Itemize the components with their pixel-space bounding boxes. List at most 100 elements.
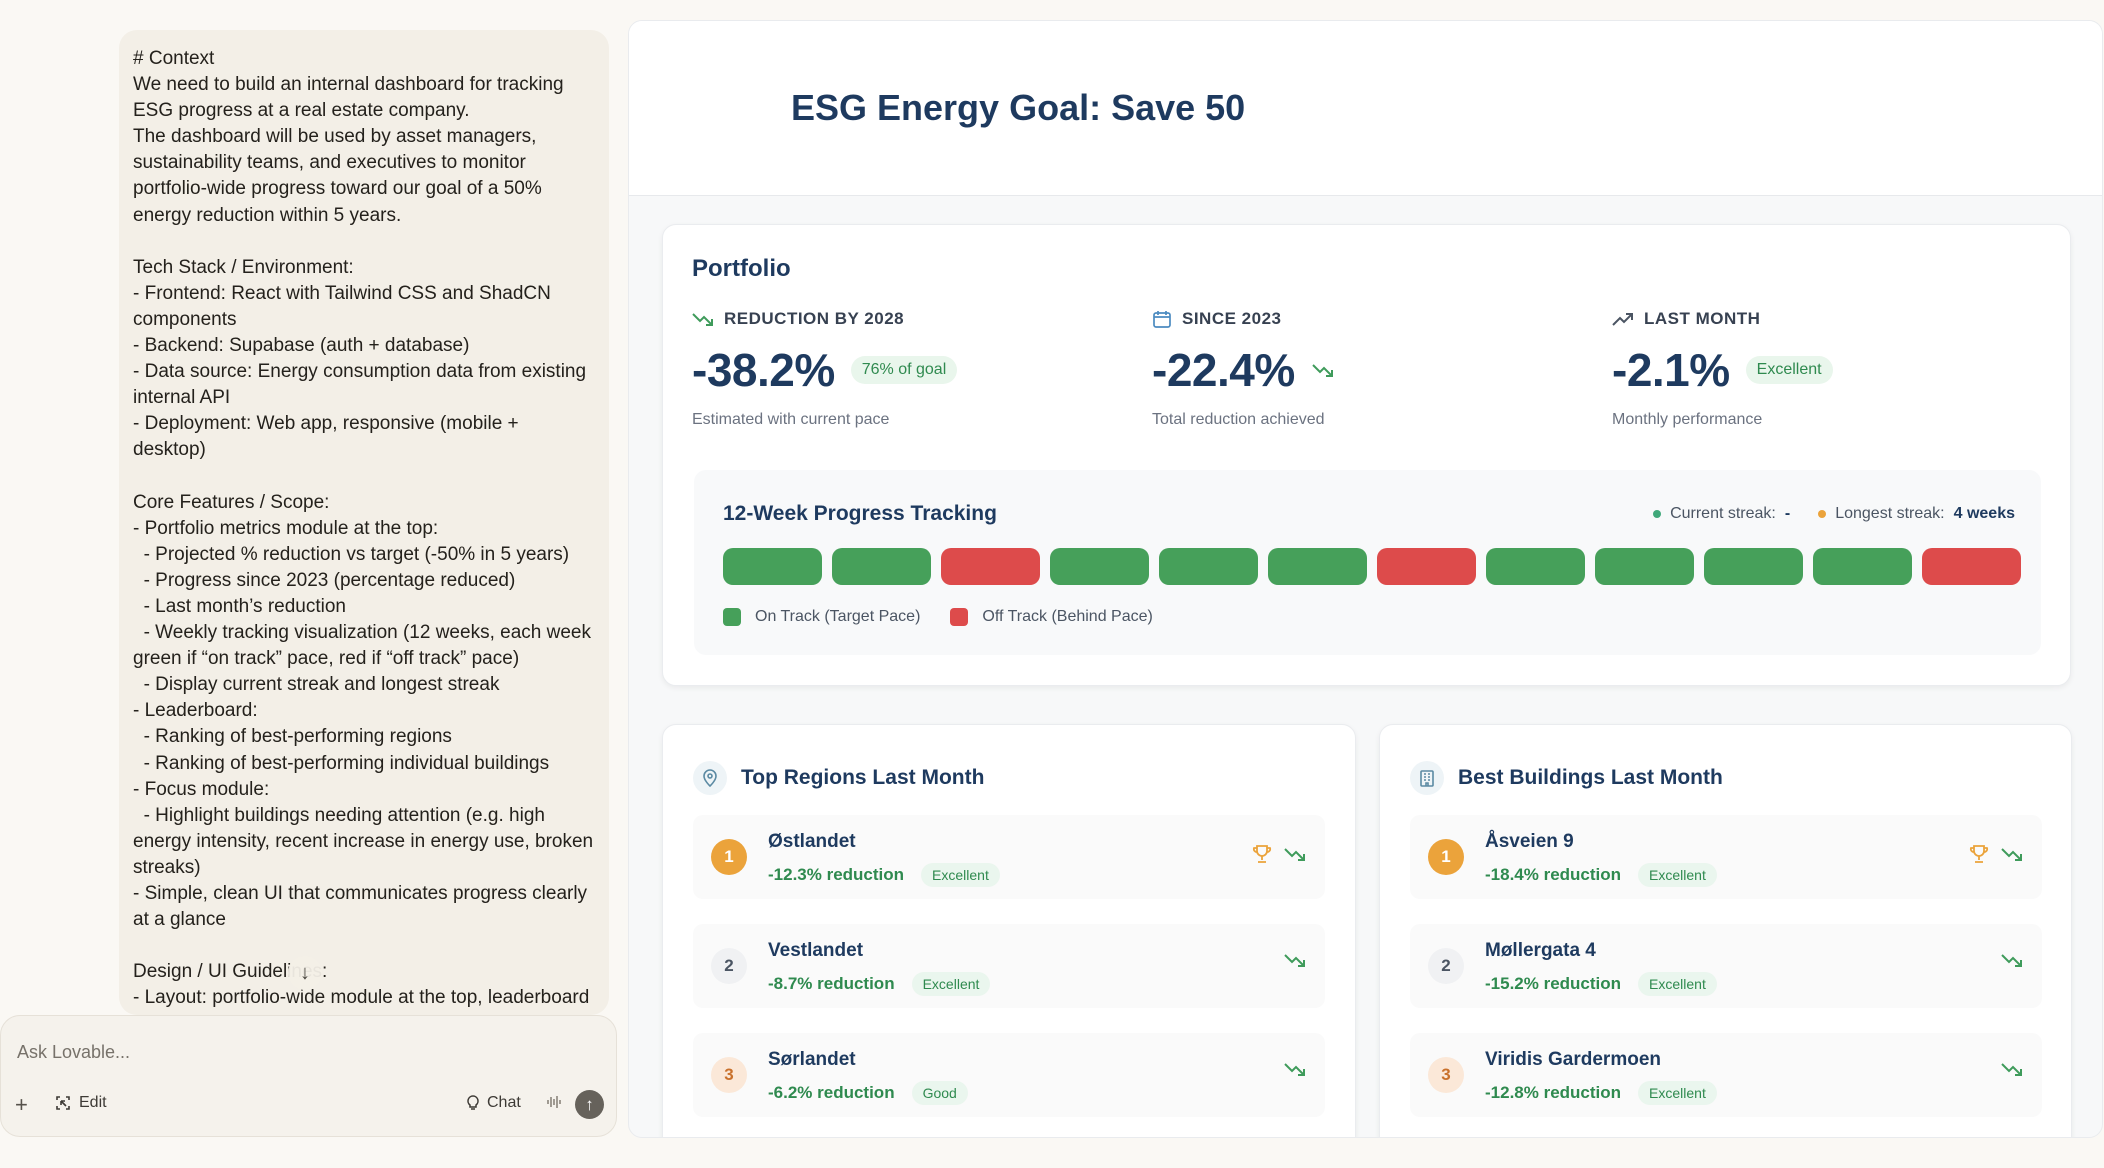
item-name: Møllergata 4 — [1485, 940, 1596, 961]
week-bar-4-on-track[interactable] — [1050, 548, 1149, 585]
metric-value: -22.4% — [1152, 344, 1295, 396]
longest-streak: Longest streak: 4 weeks — [1818, 505, 2015, 523]
current-streak-dot — [1653, 510, 1662, 518]
leaderboard-row[interactable]: 1 Østlandet -12.3% reduction Excellent — [693, 815, 1325, 899]
row-icons — [1283, 1061, 1307, 1077]
voice-icon[interactable] — [547, 1094, 561, 1115]
current-streak: Current streak: - — [1653, 505, 1790, 523]
card-title: Top Regions Last Month — [741, 766, 985, 789]
rank-badge: 3 — [1428, 1057, 1464, 1093]
send-button[interactable]: ↑ — [575, 1090, 604, 1119]
goal-progress-badge: 76% of goal — [850, 356, 958, 384]
metric-label: LAST MONTH — [1644, 309, 1761, 328]
leaderboard-row[interactable]: 3 Sørlandet -6.2% reduction Good — [693, 1033, 1325, 1117]
trend-down-icon — [2001, 848, 2022, 861]
metric-subtext: Total reduction achieved — [1152, 411, 1325, 428]
portfolio-title: Portfolio — [692, 255, 791, 282]
status-badge: Excellent — [1745, 356, 1833, 384]
week-bar-5-on-track[interactable] — [1159, 548, 1258, 585]
scroll-down-button[interactable]: ↓ — [288, 956, 322, 990]
rank-badge: 1 — [711, 839, 747, 875]
week-bar-9-on-track[interactable] — [1595, 548, 1694, 585]
dashboard-preview: ESG Energy Goal: Save 50 Portfolio REDUC… — [628, 20, 2103, 1138]
metric-subtext: Monthly performance — [1612, 411, 1763, 428]
trend-down-icon — [1312, 364, 1333, 377]
item-name: Åsveien 9 — [1485, 831, 1574, 852]
current-streak-value: - — [1784, 505, 1791, 522]
item-name: Østlandet — [768, 831, 856, 852]
portfolio-card: Portfolio REDUCTION BY 2028 -38.2% 76% o… — [662, 224, 2071, 686]
row-icons — [1251, 843, 1307, 865]
longest-streak-dot — [1818, 510, 1827, 518]
week-bar-6-on-track[interactable] — [1268, 548, 1367, 585]
week-bar-3-off-track[interactable] — [941, 548, 1040, 585]
metric-subtext: Estimated with current pace — [692, 411, 890, 428]
trend-down-icon — [2001, 1063, 2022, 1076]
leaderboard-row[interactable]: 3 Viridis Gardermoen -12.8% reduction Excel… — [1410, 1033, 2042, 1117]
leaderboard-row[interactable]: 2 Vestlandet -8.7% reduction Excellent — [693, 924, 1325, 1008]
week-bar-2-on-track[interactable] — [832, 548, 931, 585]
item-meta: -8.7% reduction Excellent — [768, 972, 991, 996]
tracking-title: 12-Week Progress Tracking — [723, 502, 997, 525]
legend-on-label: On Track (Target Pace) — [755, 608, 921, 625]
regions-list: 1 Østlandet -12.3% reduction Excellent 2 Vest… — [693, 815, 1325, 1137]
best-buildings-card: Best Buildings Last Month 1 Åsveien 9 -18.… — [1379, 724, 2072, 1137]
week-bar-1-on-track[interactable] — [723, 548, 822, 585]
edit-button[interactable]: Edit — [55, 1094, 107, 1112]
item-meta: -6.2% reduction Good — [768, 1081, 968, 1105]
trend-up-icon — [1612, 313, 1633, 326]
week-bar-11-on-track[interactable] — [1813, 548, 1912, 585]
card-title: Best Buildings Last Month — [1458, 766, 1723, 789]
chat-mode-button[interactable]: Chat — [466, 1094, 521, 1112]
week-bar-12-off-track[interactable] — [1922, 548, 2021, 585]
metric-since-2023: SINCE 2023 -22.4% Total reduction achiev… — [1152, 309, 1572, 429]
best-buildings-title: Best Buildings Last Month — [1410, 761, 1723, 795]
streak-indicators: Current streak: - Longest streak: 4 week… — [1653, 505, 2015, 523]
chat-composer: Ask Lovable... + Edit Chat ↑ — [0, 1015, 617, 1137]
reduction-value: -12.8% reduction — [1485, 1083, 1622, 1102]
week-bars — [723, 548, 2021, 585]
trend-down-icon — [1284, 1063, 1305, 1076]
calendar-icon — [1153, 311, 1171, 328]
metric-reduction-by-2028: REDUCTION BY 2028 -38.2% 76% of goal Est… — [692, 309, 1112, 429]
status-badge: Excellent — [1638, 863, 1717, 887]
leaderboard-row[interactable]: 2 Møllergata 4 -15.2% reduction Excellent — [1410, 924, 2042, 1008]
item-meta: -18.4% reduction Excellent — [1485, 863, 1717, 887]
dashboard-title: ESG Energy Goal: Save 50 — [791, 87, 1246, 128]
longest-streak-value: 4 weeks — [1953, 505, 2015, 522]
rank-badge: 3 — [711, 1057, 747, 1093]
dashboard-header: ESG Energy Goal: Save 50 — [629, 21, 2102, 196]
leaderboard-row[interactable]: 1 Åsveien 9 -18.4% reduction Excellent — [1410, 815, 2042, 899]
longest-streak-label: Longest streak: — [1835, 505, 1945, 522]
tracking-legend: On Track (Target Pace) Off Track (Behind… — [723, 608, 1153, 626]
trend-down-icon — [1284, 848, 1305, 861]
trophy-icon — [1252, 845, 1272, 863]
status-badge: Excellent — [911, 972, 991, 996]
legend-off-track: Off Track (Behind Pace) — [950, 608, 1153, 626]
week-bar-10-on-track[interactable] — [1704, 548, 1803, 585]
buildings-list: 1 Åsveien 9 -18.4% reduction Excellent 2 Møll… — [1410, 815, 2042, 1137]
map-pin-icon — [693, 761, 727, 795]
row-icons — [1283, 952, 1307, 968]
week-bar-7-off-track[interactable] — [1377, 548, 1476, 585]
composer-toolbar: + Edit Chat ↑ — [1, 1090, 616, 1122]
reduction-value: -12.3% reduction — [768, 865, 905, 884]
metric-label: SINCE 2023 — [1182, 309, 1282, 328]
trend-down-icon — [2001, 954, 2022, 967]
rank-badge: 2 — [711, 948, 747, 984]
item-name: Sørlandet — [768, 1049, 856, 1070]
reduction-value: -18.4% reduction — [1485, 865, 1622, 884]
row-icons — [1968, 843, 2024, 865]
reduction-value: -15.2% reduction — [1485, 974, 1622, 993]
status-badge: Excellent — [1638, 972, 1717, 996]
select-edit-icon — [56, 1096, 70, 1110]
trend-down-icon — [692, 313, 713, 326]
item-meta: -15.2% reduction Excellent — [1485, 972, 1717, 996]
trend-down-icon — [1284, 954, 1305, 967]
week-bar-8-on-track[interactable] — [1486, 548, 1585, 585]
add-attachment-button[interactable]: + — [15, 1092, 28, 1117]
status-badge: Excellent — [1638, 1081, 1717, 1105]
item-meta: -12.3% reduction Excellent — [768, 863, 1000, 887]
rank-badge: 1 — [1428, 839, 1464, 875]
composer-input[interactable]: Ask Lovable... — [17, 1042, 131, 1062]
